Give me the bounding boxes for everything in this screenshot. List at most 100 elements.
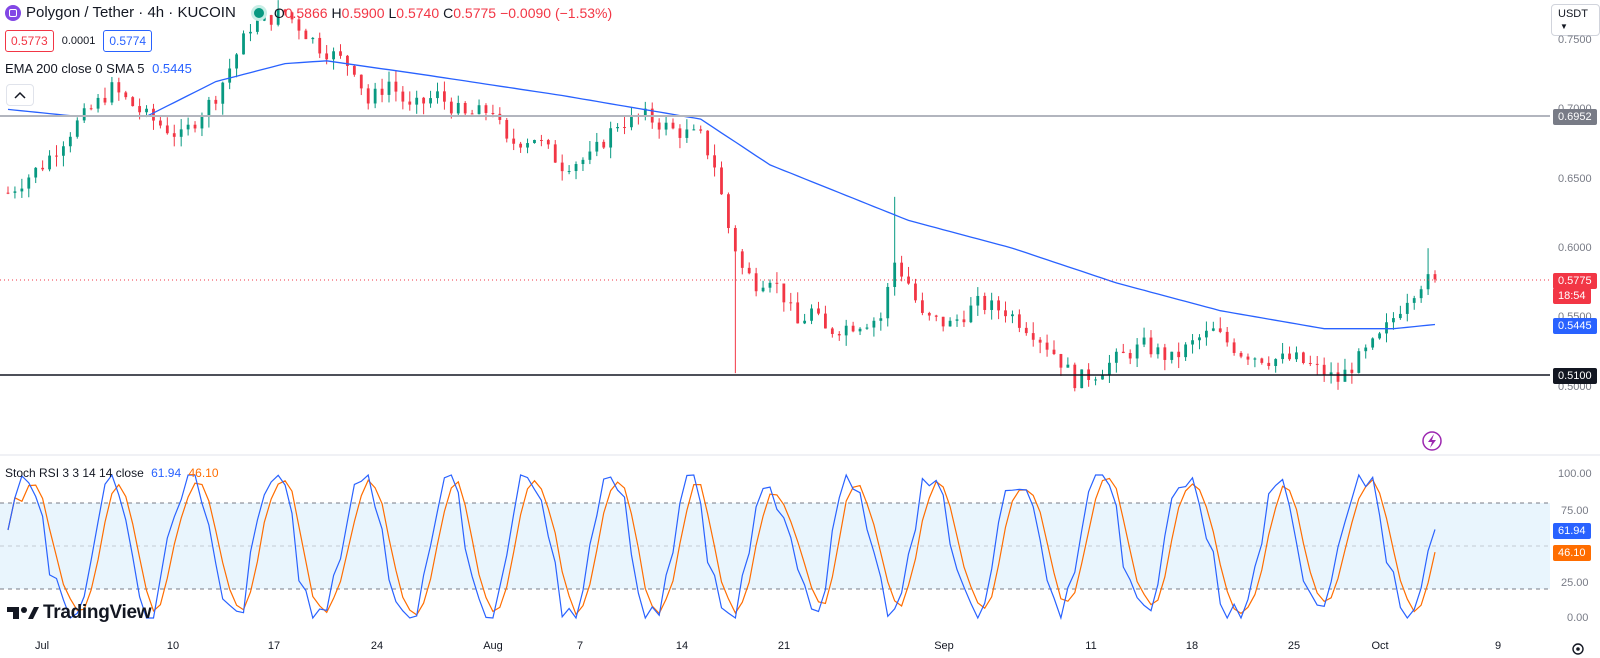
candle-body xyxy=(422,97,426,104)
candle-body xyxy=(1156,347,1160,355)
candle-body xyxy=(172,133,176,137)
date-tick: 9 xyxy=(1494,640,1502,652)
candle-body xyxy=(519,143,523,148)
candle-body xyxy=(110,82,114,103)
candle-body xyxy=(692,129,696,131)
candle-body xyxy=(983,295,987,310)
candle-body xyxy=(276,9,280,25)
candle-body xyxy=(339,51,342,56)
candle-body xyxy=(685,129,689,138)
candle-body xyxy=(533,139,536,144)
candle-body xyxy=(1405,302,1409,314)
candle-body xyxy=(1184,344,1188,358)
candle-body xyxy=(1239,352,1243,357)
stoch-d-legend-value: 46.10 xyxy=(188,466,219,480)
candle-body xyxy=(803,320,807,324)
date-tick: 24 xyxy=(370,640,384,652)
candle-body xyxy=(304,30,308,40)
candle-body xyxy=(318,37,322,54)
candle-body xyxy=(1267,362,1271,366)
date-tick: Oct xyxy=(1371,640,1389,652)
candle-body xyxy=(96,97,100,109)
tradingview-logo[interactable]: TradingView xyxy=(7,602,152,624)
ema-legend[interactable]: EMA 200 close 0 SMA 5 0.5445 xyxy=(5,61,192,76)
candle-body xyxy=(934,315,938,317)
candle-body xyxy=(34,167,38,178)
candle-body xyxy=(103,97,107,103)
candle-body xyxy=(602,141,606,148)
candle-body xyxy=(609,128,613,148)
candle-body xyxy=(366,88,370,104)
candle-body xyxy=(893,262,897,287)
candle-body xyxy=(470,113,474,115)
candle-body xyxy=(1211,328,1215,331)
candle-body xyxy=(1246,356,1250,360)
date-tick: Jul xyxy=(34,640,50,652)
candle-body xyxy=(844,325,848,336)
collapse-legend-button[interactable] xyxy=(6,84,34,106)
candle-body xyxy=(456,102,460,114)
chevron-up-icon xyxy=(14,91,26,99)
candle-body xyxy=(249,31,252,34)
candle-body xyxy=(89,108,93,110)
sell-price-button[interactable]: 0.5773 xyxy=(5,30,54,52)
polygon-logo-icon xyxy=(5,4,21,21)
close-label: C xyxy=(443,4,454,21)
high-label: H xyxy=(331,4,342,21)
date-tick: Aug xyxy=(483,640,503,652)
candle-body xyxy=(1094,379,1097,381)
gear-icon[interactable] xyxy=(1572,643,1584,655)
candle-body xyxy=(477,105,481,115)
candle-body xyxy=(1038,339,1042,343)
candle-body xyxy=(720,167,723,195)
candle-body xyxy=(1288,353,1291,360)
price-tick: 0.7500 xyxy=(1558,34,1592,46)
candle-body xyxy=(186,124,190,130)
candle-body xyxy=(1101,375,1104,380)
candle-body xyxy=(920,300,924,313)
candle-body xyxy=(255,20,259,32)
candle-body xyxy=(27,177,31,189)
market-status-icon[interactable] xyxy=(253,7,264,18)
symbol-title[interactable]: Polygon / Tether · 4h · KUCOIN xyxy=(26,4,236,21)
stoch-k-line xyxy=(7,473,1436,621)
candle-body xyxy=(1031,333,1035,340)
currency-label: USDT xyxy=(1558,8,1588,20)
buy-price-button[interactable]: 0.5774 xyxy=(103,30,153,52)
candle-body xyxy=(1024,327,1028,334)
candle-body xyxy=(1170,351,1174,360)
candle-body xyxy=(1308,362,1312,364)
candle-body xyxy=(1357,351,1361,373)
change-value: −0.0090 (−1.53%) xyxy=(500,4,613,21)
candle-body xyxy=(900,262,904,277)
price-tick: 0.5000 xyxy=(1558,381,1592,393)
candle-body xyxy=(1149,337,1153,355)
stoch-legend[interactable]: Stoch RSI 3 3 14 14 close 61.94 46.10 xyxy=(5,466,219,480)
candle-body xyxy=(145,108,148,113)
lightning-icon[interactable] xyxy=(1422,431,1442,451)
candle-body xyxy=(1322,364,1326,376)
candle-body xyxy=(429,98,432,104)
candle-body xyxy=(1426,274,1430,290)
candle-body xyxy=(664,122,668,130)
date-tick: 18 xyxy=(1185,640,1199,652)
candle-body xyxy=(1385,322,1388,334)
candle-body xyxy=(62,146,65,156)
candle-body xyxy=(228,68,232,83)
candle-body xyxy=(1108,362,1111,376)
candle-body xyxy=(1232,342,1236,353)
legend-main: Polygon / Tether · 4h · KUCOIN O 0.5866 H… xyxy=(5,4,616,21)
candle-body xyxy=(546,140,550,145)
candle-body xyxy=(1225,331,1229,343)
candle-body xyxy=(1191,340,1194,345)
candle-body xyxy=(657,122,661,130)
candle-body xyxy=(782,283,786,303)
countdown-tag: 18:54 xyxy=(1553,288,1591,304)
currency-dropdown[interactable]: USDT ▼ xyxy=(1551,4,1600,36)
candle-body xyxy=(1371,338,1375,348)
candle-body xyxy=(1163,347,1167,360)
candle-body xyxy=(948,320,952,327)
candle-body xyxy=(1135,344,1139,359)
stoch-tick: 25.00 xyxy=(1561,577,1589,589)
